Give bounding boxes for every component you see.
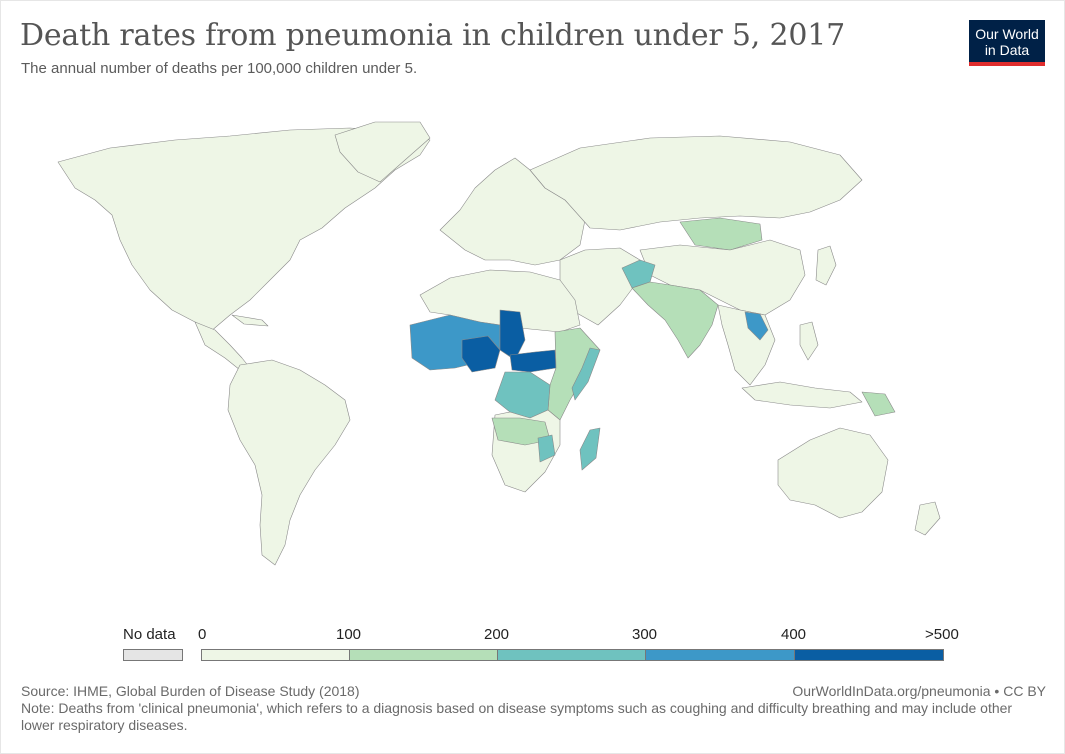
region-australia[interactable] xyxy=(777,427,889,519)
region-laos[interactable] xyxy=(744,311,769,341)
legend-tick-300: 300 xyxy=(632,626,658,643)
legend-tick-100: 100 xyxy=(336,626,362,643)
legend-tick-400: 400 xyxy=(781,626,807,643)
region-caribbean[interactable] xyxy=(231,314,269,327)
legend-bin-300-400[interactable] xyxy=(645,649,795,661)
legend-tick-200: 200 xyxy=(484,626,510,643)
region-somalia[interactable] xyxy=(571,347,601,401)
legend-no-data-label: No data xyxy=(123,626,176,643)
region-mozambique[interactable] xyxy=(537,434,556,463)
legend-bin-0-100[interactable] xyxy=(201,649,350,661)
legend: No data 0 100 200 300 400 >500 xyxy=(0,620,1065,670)
note-text: Note: Deaths from 'clinical pneumonia', … xyxy=(21,700,1013,733)
region-dr-congo[interactable] xyxy=(494,371,551,419)
region-east-africa[interactable] xyxy=(547,327,601,421)
logo-line-2: in Data xyxy=(984,42,1030,58)
region-central-america[interactable] xyxy=(194,321,251,371)
chart-title: Death rates from pneumonia in children u… xyxy=(20,18,846,53)
legend-tick-500-plus: >500 xyxy=(925,626,959,643)
region-indonesia[interactable] xyxy=(741,381,863,409)
region-philippines[interactable] xyxy=(799,321,819,361)
region-mongolia[interactable] xyxy=(679,217,763,251)
legend-no-data-swatch[interactable] xyxy=(123,649,183,661)
chart-subtitle: The annual number of deaths per 100,000 … xyxy=(21,60,418,77)
region-madagascar[interactable] xyxy=(579,427,601,471)
region-north-america[interactable] xyxy=(57,127,431,333)
legend-bin-400-500[interactable] xyxy=(794,649,944,661)
legend-bin-200-300[interactable] xyxy=(497,649,646,661)
credit-link[interactable]: OurWorldInData.org/pneumonia • CC BY xyxy=(792,683,1046,699)
owid-logo[interactable]: Our World in Data xyxy=(969,20,1045,66)
logo-line-1: Our World xyxy=(975,26,1039,42)
region-afghanistan[interactable] xyxy=(621,259,656,289)
region-nigeria[interactable] xyxy=(461,335,501,373)
region-greenland[interactable] xyxy=(334,121,431,183)
region-papua-new-guinea[interactable] xyxy=(861,391,896,417)
source-text: Source: IHME, Global Burden of Disease S… xyxy=(21,683,360,699)
region-south-america[interactable] xyxy=(227,359,351,566)
footer: Source: IHME, Global Burden of Disease S… xyxy=(21,683,1046,734)
legend-bin-100-200[interactable] xyxy=(349,649,498,661)
region-japan[interactable] xyxy=(815,245,837,286)
legend-tick-0: 0 xyxy=(198,626,207,643)
region-chad[interactable] xyxy=(499,309,526,361)
region-russia[interactable] xyxy=(529,135,863,231)
world-map[interactable] xyxy=(0,100,1065,580)
region-india[interactable] xyxy=(631,281,719,359)
region-new-zealand[interactable] xyxy=(914,501,941,536)
